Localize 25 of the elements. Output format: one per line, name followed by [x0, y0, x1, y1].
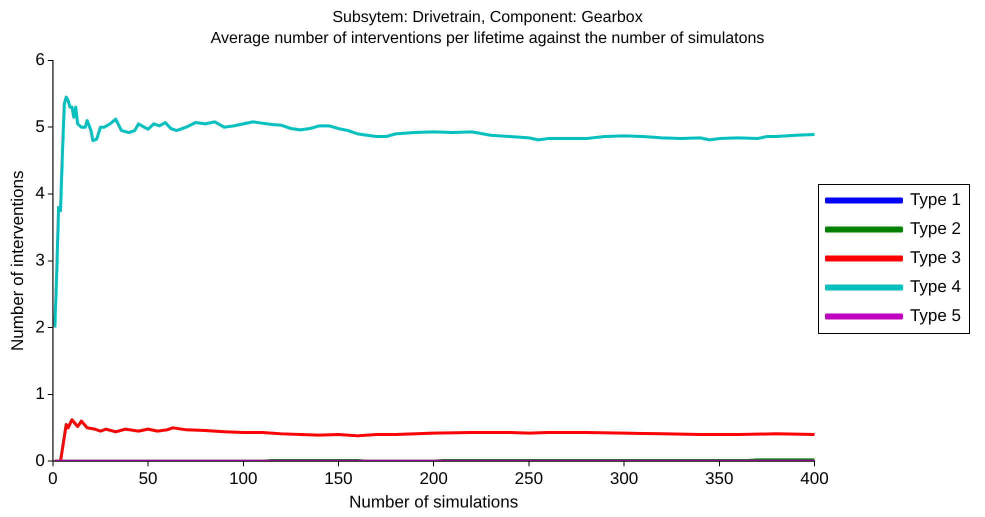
y-tick-label: 2	[35, 317, 45, 336]
x-tick-label: 250	[514, 469, 544, 488]
legend-label: Type 5	[910, 306, 962, 326]
x-axis-title: Number of simulations	[349, 492, 518, 512]
x-tick-label: 300	[610, 469, 638, 488]
y-tick-label: 6	[35, 50, 45, 70]
y-tick-label: 1	[35, 384, 45, 404]
y-axis-title: Number of interventions	[8, 170, 27, 352]
y-tick-label: 5	[35, 116, 45, 136]
chart-subtitle: Average number of interventions per lifetime against the number of simulatons	[210, 30, 764, 48]
chart-title: Subsytem: Drivetrain, Component: Gearbox	[332, 9, 643, 26]
legend-label: Type 2	[910, 219, 962, 238]
x-tick-label: 0	[48, 469, 58, 488]
legend-label: Type 3	[910, 248, 962, 268]
x-tick-label: 50	[138, 469, 158, 488]
y-tick-label: 4	[35, 184, 45, 203]
y-tick-label: 3	[35, 250, 45, 270]
legend-label: Type 4	[910, 277, 962, 296]
legend-label: Type 1	[910, 190, 962, 210]
y-tick-label: 0	[35, 450, 45, 470]
x-tick-label: 100	[229, 469, 258, 488]
x-tick-label: 200	[419, 469, 448, 488]
x-tick-label: 150	[324, 469, 353, 488]
x-tick-label: 350	[705, 469, 734, 488]
x-tick-label: 400	[800, 469, 829, 488]
